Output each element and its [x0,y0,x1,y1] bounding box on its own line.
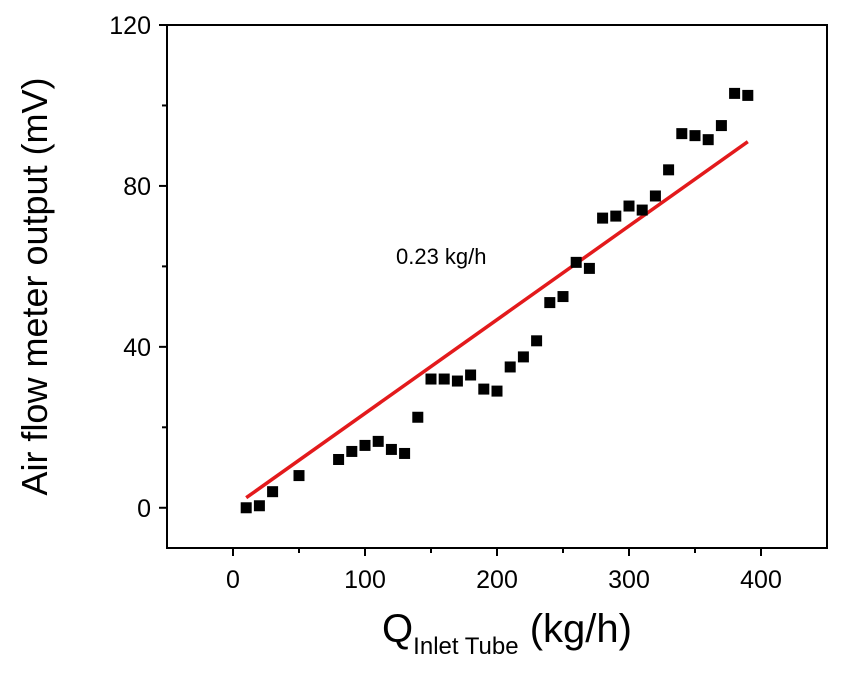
data-point [570,256,582,268]
data-point [491,385,503,397]
data-point [267,486,279,498]
data-point [689,130,701,142]
data-point [557,291,569,303]
data-point [465,369,477,381]
x-tick-label: 400 [740,566,782,594]
x-axis-title-main: Q [382,607,413,651]
x-tick-labels: 0 100 200 300 400 [226,566,782,594]
data-point [531,335,543,347]
data-point [451,375,463,387]
data-point [253,500,265,512]
data-point [438,373,450,385]
data-point [649,190,661,202]
data-point [478,383,490,395]
x-axis-title-unit: (kg/h) [519,607,632,651]
fit-line-layer [245,140,749,500]
data-point [240,502,252,514]
y-tick-label: 0 [137,495,151,523]
data-point [517,351,529,363]
data-point [702,134,714,146]
data-point [412,411,424,423]
data-point [333,453,345,465]
y-axis-title: Air flow meter output (mV) [14,77,55,495]
x-tick-label: 200 [476,566,518,594]
data-point [676,128,688,140]
data-points-layer [240,87,754,514]
data-point [504,361,516,373]
data-point [742,89,754,101]
data-point [729,87,741,99]
x-tick-label: 100 [344,566,386,594]
data-point [385,443,397,455]
x-tick-label: 300 [608,566,650,594]
data-point [597,212,609,224]
data-point [544,297,556,309]
data-point [623,200,635,212]
x-tick-label: 0 [226,566,240,594]
x-axis-title-subscript: Inlet Tube [413,633,518,660]
x-axis-title: QInlet Tube (kg/h) [382,607,632,660]
data-point [425,373,437,385]
fit-annotation: 0.23 kg/h [396,244,487,269]
y-tick-label: 40 [123,334,151,362]
data-point [372,435,384,447]
data-point [715,120,727,132]
axis-ticks [159,24,762,556]
data-point [359,439,371,451]
fit-line [245,140,749,500]
y-tick-label: 120 [109,12,151,40]
y-tick-label: 80 [123,173,151,201]
data-point [636,204,648,216]
plot-frame [166,24,828,549]
data-point [583,262,595,274]
data-point [610,210,622,222]
y-tick-labels: 0 40 80 120 [109,12,151,523]
data-point [663,164,675,176]
data-point [399,447,411,459]
data-point [293,470,305,482]
data-point [346,445,358,457]
